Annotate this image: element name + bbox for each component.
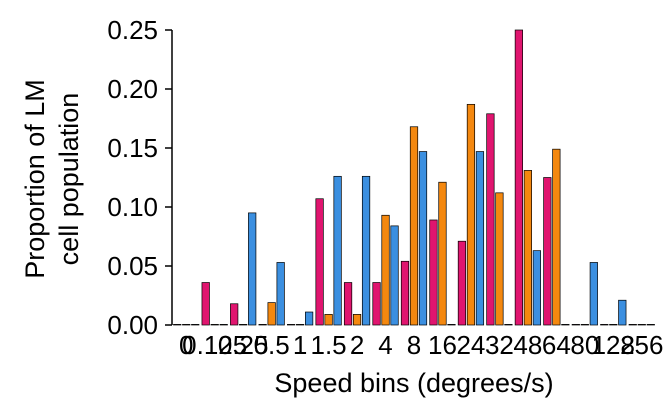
bar-series-2 (210, 324, 219, 326)
bar-series-1 (230, 303, 239, 326)
bar-series-3 (390, 225, 399, 326)
x-tick-label: 4 (378, 330, 392, 360)
bar-series-1 (600, 324, 609, 326)
bar-series-1 (173, 324, 182, 326)
y-tick-label: 0.00 (107, 310, 158, 340)
x-tick-label: 0.125 (182, 330, 247, 360)
bar-series-3 (333, 175, 342, 326)
bar-series-1 (429, 219, 438, 326)
x-tick-label: 48 (513, 330, 542, 360)
x-tick-label: 1 (293, 330, 307, 360)
bar-series-1 (343, 282, 353, 326)
x-tick-label: 24 (456, 330, 485, 360)
bar-series-2 (239, 324, 248, 326)
bar-series-1 (372, 282, 381, 326)
x-tick-label: 80 (570, 330, 599, 360)
bar-series-3 (532, 250, 541, 326)
bar-series-2 (409, 126, 419, 326)
bar-series-2 (495, 192, 504, 326)
y-tick-label: 0.20 (107, 74, 158, 104)
y-axis: 0.00 0.05 0.10 0.15 0.20 0.25 (107, 15, 173, 340)
bar-series-2 (182, 324, 191, 326)
bar-series-1 (628, 324, 637, 326)
y-tick-label: 0.15 (107, 133, 158, 163)
bar-series-2 (580, 324, 589, 326)
bar-series-2 (324, 314, 333, 326)
x-tick-label: 1.5 (311, 330, 347, 360)
bar-series-3 (219, 324, 228, 326)
bar-series-1 (486, 113, 495, 326)
bar-series-1 (258, 324, 267, 326)
x-tick-label: 128 (592, 330, 635, 360)
bar-series-3 (191, 324, 200, 326)
y-axis-label-line-2: cell population (54, 93, 84, 266)
x-tick-label: 0.25 (218, 330, 269, 360)
x-tick-label: 0.5 (254, 330, 290, 360)
x-tick-label: 8 (407, 330, 421, 360)
bar-series-2 (552, 148, 561, 326)
bar-series-1 (571, 324, 580, 326)
bar-series-2 (438, 181, 447, 326)
x-tick-label: 64 (542, 330, 571, 360)
bar-series-3 (305, 311, 314, 326)
y-tick-label: 0.10 (107, 192, 158, 222)
x-tick-label: 0 (179, 330, 193, 360)
bar-series-3 (418, 151, 428, 326)
bar-series-3 (589, 262, 598, 326)
bar-series-1 (287, 324, 296, 326)
bar-series-2 (637, 324, 646, 326)
bar-series-3 (276, 262, 285, 326)
y-tick-label: 0.05 (107, 251, 158, 281)
bar-series-2 (296, 324, 305, 326)
bar-series-3 (248, 212, 257, 326)
bar-series-3 (475, 151, 485, 326)
bar-series-3 (618, 299, 627, 326)
bar-series-3 (561, 324, 570, 326)
bar-series-3 (361, 175, 371, 326)
x-axis-label: Speed bins (degrees/s) (274, 368, 553, 398)
bar-series-1 (315, 198, 324, 326)
bar-series-2 (267, 302, 276, 326)
bar-series-3 (646, 324, 655, 326)
y-axis-label-line-1: Proportion of LM (20, 79, 50, 279)
bar-series-2 (381, 214, 390, 326)
bar-series-3 (447, 324, 456, 326)
x-tick-label: 32 (485, 330, 514, 360)
bar-series-2 (466, 103, 476, 326)
bar-series-1 (201, 282, 210, 326)
x-tick-label: 16 (428, 330, 457, 360)
y-tick-label: 0.25 (107, 15, 158, 45)
x-tick-label: 2 (350, 330, 364, 360)
y-axis-label: Proportion of LM cell population (20, 79, 84, 279)
x-tick-label: 256 (620, 330, 663, 360)
bar-series-1 (543, 177, 552, 326)
bar-series-2 (352, 314, 362, 326)
bar-series-1 (514, 29, 523, 326)
bar-series-2 (609, 324, 618, 326)
bar-series-2 (523, 170, 532, 326)
bar-series-3 (504, 324, 513, 326)
bar-series-1 (457, 240, 467, 326)
bars (173, 29, 655, 326)
bar-series-1 (400, 260, 410, 326)
